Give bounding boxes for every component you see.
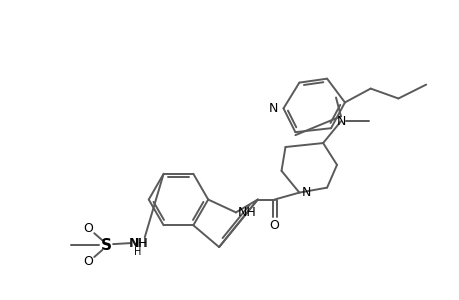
Text: O: O	[83, 222, 93, 235]
Text: O: O	[83, 256, 93, 268]
Text: NH: NH	[128, 237, 147, 250]
Text: N: N	[269, 102, 278, 115]
Text: N: N	[301, 186, 310, 199]
Text: H: H	[134, 247, 141, 257]
Text: NH: NH	[129, 237, 148, 250]
Text: NH: NH	[237, 206, 256, 219]
Text: S: S	[101, 238, 112, 253]
Text: O: O	[269, 219, 279, 232]
Text: N: N	[336, 115, 345, 128]
